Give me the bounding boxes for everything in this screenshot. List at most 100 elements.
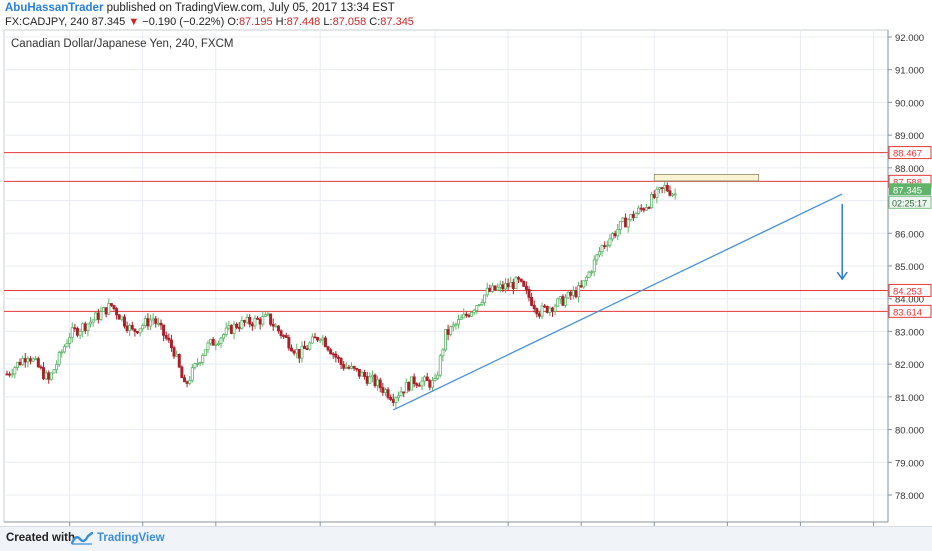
candle-body [334,353,338,358]
candle-body [336,356,340,359]
candle-body [407,382,411,391]
y-tick-label: 89.000 [895,131,924,142]
level-price-tag [888,146,932,160]
candle-body [211,338,215,346]
candle-body [297,348,301,359]
candle-body [441,349,445,357]
candle-body [634,212,638,219]
candle-body [36,358,40,368]
candle-body [172,347,176,357]
candle-body [94,312,98,321]
candle-body [425,376,429,382]
candle-body [365,376,369,384]
level-price-label: 88.467 [893,149,922,160]
candle-body [115,308,119,316]
candle-body [433,378,437,381]
candle-body [564,297,568,306]
trendline[interactable] [392,193,843,411]
candle-body [190,367,194,381]
tradingview-brand-link[interactable]: TradingView [97,532,165,544]
candle-body [57,351,61,365]
candle-body [517,277,521,280]
candle-body [151,318,155,321]
candle-body [483,294,487,303]
candle-body [592,259,596,273]
candle-body [381,387,385,393]
candle-body [222,334,226,339]
candle-body [73,327,77,330]
candle-body [621,217,625,222]
candle-body [201,355,205,363]
candle-body [389,397,393,400]
candle-body [122,316,126,327]
candle-body [120,316,124,320]
candle-body [671,193,675,196]
y-tick-label: 85.000 [895,262,924,273]
candle-body [321,337,325,341]
candle-body [472,309,476,313]
candle-body [438,355,442,376]
candle-body [660,187,664,190]
candle-body [475,305,479,311]
candle-body [524,285,528,290]
candle-body [506,283,510,288]
resistance-box[interactable] [653,173,760,182]
candle-body [394,397,398,403]
candle-body [587,271,591,278]
candle-body [235,323,239,328]
candle-body [216,343,220,346]
candle-body [537,313,541,317]
candle-body [370,374,374,378]
candle-body [569,291,573,296]
author-link[interactable]: AbuHassanTrader [5,2,104,14]
candle-body [490,285,494,292]
open-label: O: [227,16,239,28]
candle-body [326,346,330,351]
candle-body [107,303,111,315]
low-label: L: [323,16,333,28]
candle-body [352,365,356,369]
candle-body [203,349,207,356]
candle-body [303,345,307,350]
candle-body [149,319,153,327]
candle-body [167,337,171,341]
y-tick-label: 78.000 [895,491,924,502]
candle-body [386,389,390,398]
candle-body [454,323,458,326]
candle-body [209,338,213,344]
candle-body [261,316,265,325]
high-label: H: [275,16,287,28]
open-value: 87.195 [238,16,273,28]
candle-body [665,185,669,192]
candle-body [125,325,129,331]
candle-body [595,254,599,261]
candle-body [188,379,192,384]
candle-body [514,277,518,290]
high-value: 87.448 [286,16,321,28]
candle-body [404,382,408,394]
candle-body [323,337,327,348]
current-price-label: 87.345 [893,185,922,196]
candle-body [258,318,262,325]
candle-body [99,311,103,320]
candle-body [5,373,9,376]
y-tick-label: 79.000 [895,458,924,469]
candle-body [266,313,270,316]
candle-body [556,298,560,307]
candle-body [446,329,450,335]
candle-body [423,376,427,382]
candle-body [428,380,432,388]
candle-body [169,339,173,349]
candle-body [219,337,223,345]
candle-body [162,324,166,336]
candle-body [626,219,630,228]
candle-body [584,276,588,282]
candle-body [227,325,231,329]
tradingview-logo-icon[interactable] [70,531,94,550]
candle-body [566,291,570,299]
candle-body [263,314,267,317]
candle-body [143,318,147,326]
candle-body [590,271,594,274]
candle-body [295,348,299,354]
